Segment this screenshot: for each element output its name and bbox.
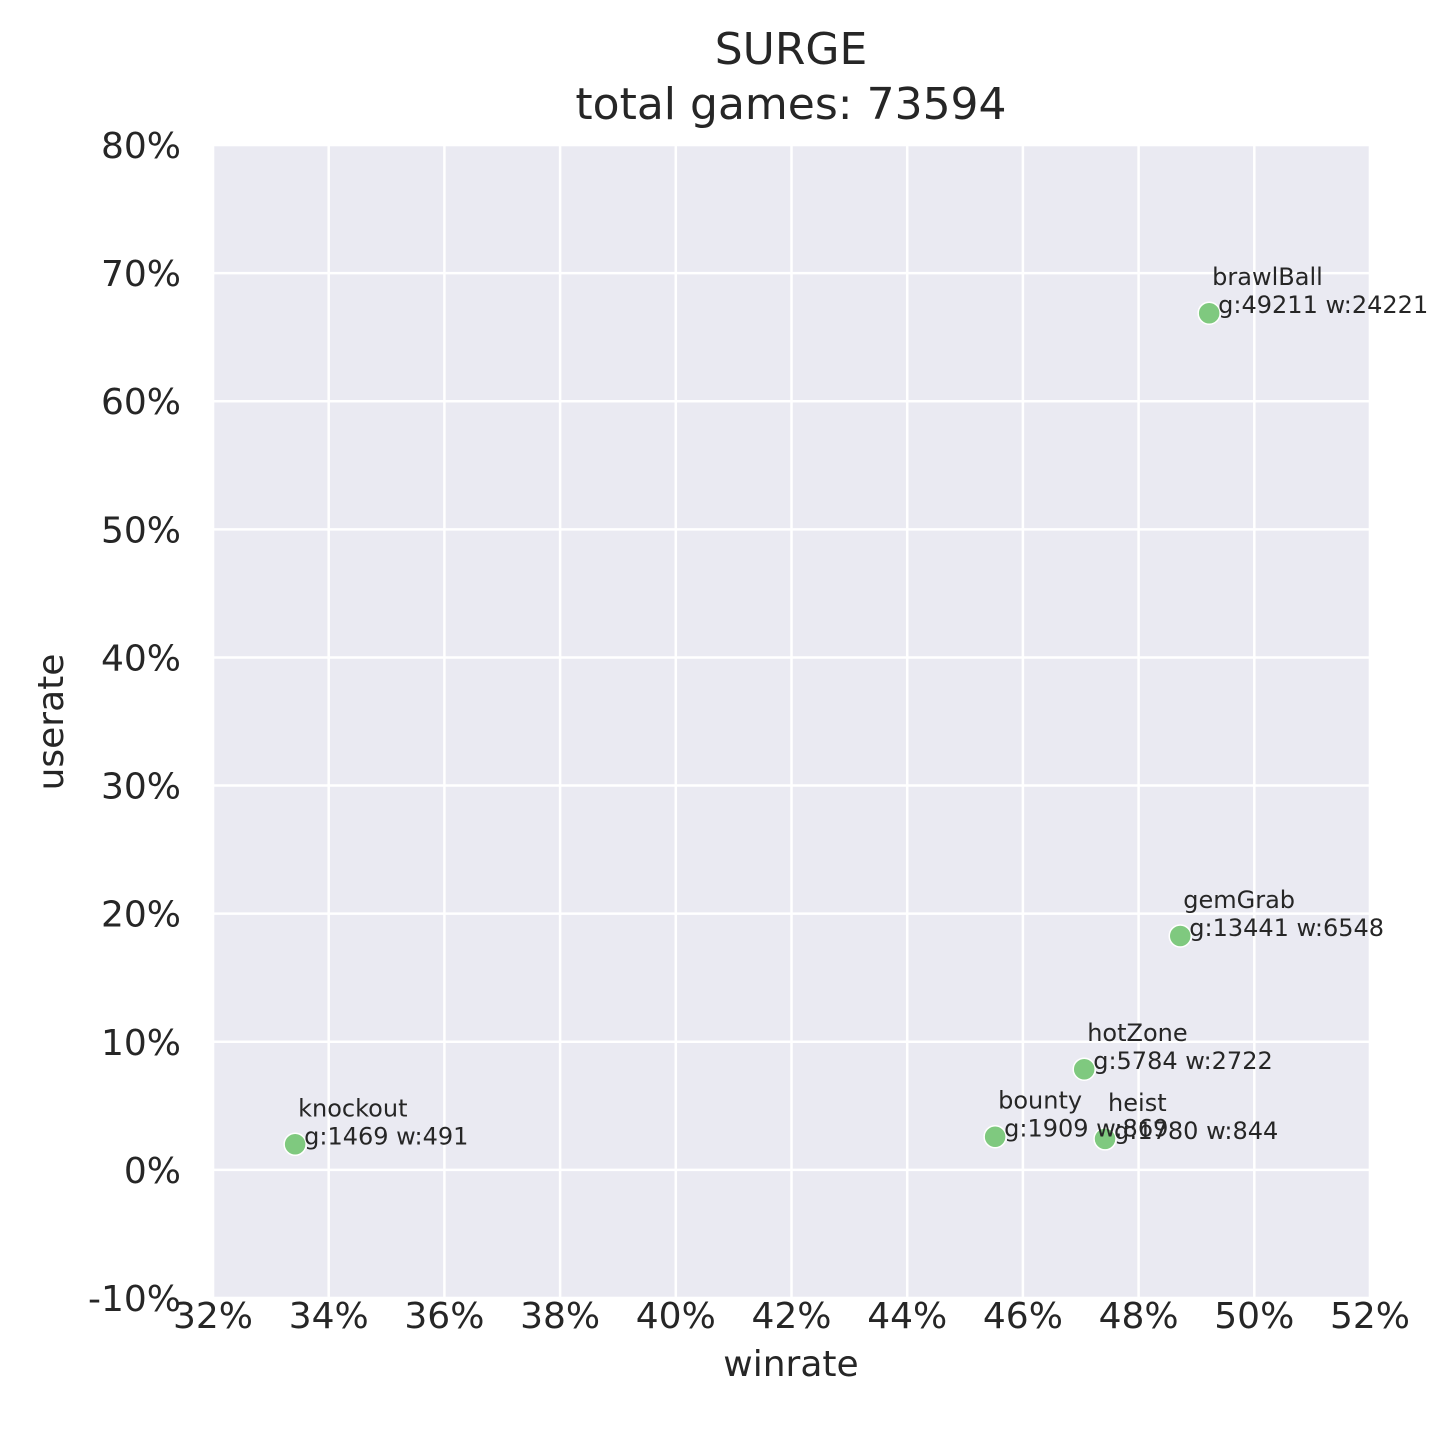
y-tick-label: 70% [101,254,181,295]
x-tick-label: 48% [1099,1296,1179,1337]
point-label-hotZone: hotZone [1087,1019,1187,1047]
point-label-bounty: bounty [998,1087,1082,1115]
point-hotZone [1072,1057,1096,1081]
y-tick-label: 30% [101,767,181,808]
x-tick-label: 34% [289,1296,369,1337]
point-label-brawlBall: brawlBall [1212,263,1323,291]
point-stats-knockout: g:1469 w:491 [304,1122,468,1150]
x-tick-labels: 32% 34% 36% 38% 40% 42% 44% 46% 48% 50% 52% [173,1296,1410,1337]
y-tick-label: -10% [88,1279,181,1320]
point-stats-heist: g:1780 w:844 [1114,1117,1278,1145]
y-tick-label: 10% [101,1023,181,1064]
x-tick-label: 44% [867,1296,947,1337]
y-tick-label: 50% [101,510,181,551]
point-stats-bounty: g:1909 w:869 [1004,1115,1168,1143]
point-stats-brawlBall: g:49211 w:24221 [1218,291,1428,319]
y-tick-labels: -10% 0% 10% 20% 30% 40% 50% 60% 70% 80% [88,126,181,1320]
y-tick-label: 60% [101,382,181,423]
y-tick-label: 20% [101,895,181,936]
x-tick-label: 38% [520,1296,600,1337]
point-label-knockout: knockout [298,1094,407,1122]
point-stats-hotZone: g:5784 w:2722 [1093,1047,1273,1075]
point-label-heist: heist [1108,1089,1167,1117]
point-bounty [983,1124,1007,1149]
x-axis-label: winrate [723,1344,858,1385]
y-tick-label: 0% [124,1151,181,1192]
point-label-gemGrab: gemGrab [1183,886,1295,914]
x-tick-label: 32% [173,1296,253,1337]
x-tick-label: 40% [636,1296,716,1337]
point-brawlBall [1197,301,1221,325]
x-tick-label: 52% [1330,1296,1410,1337]
y-axis-label: userate [31,654,72,791]
y-tick-label: 80% [101,126,181,167]
chart-subtitle: total games: 73594 [575,79,1006,130]
point-gemGrab [1168,924,1193,948]
point-heist [1093,1127,1117,1151]
point-knockout [283,1132,307,1157]
x-tick-label: 36% [404,1296,484,1337]
point-stats-gemGrab: g:13441 w:6548 [1189,914,1384,942]
grid [211,143,1372,1300]
x-tick-label: 46% [983,1296,1063,1337]
chart-title: SURGE [715,24,868,75]
x-tick-label: 50% [1214,1296,1294,1337]
data-points [283,301,1221,1157]
y-tick-label: 40% [101,638,181,679]
x-tick-label: 42% [751,1296,831,1337]
